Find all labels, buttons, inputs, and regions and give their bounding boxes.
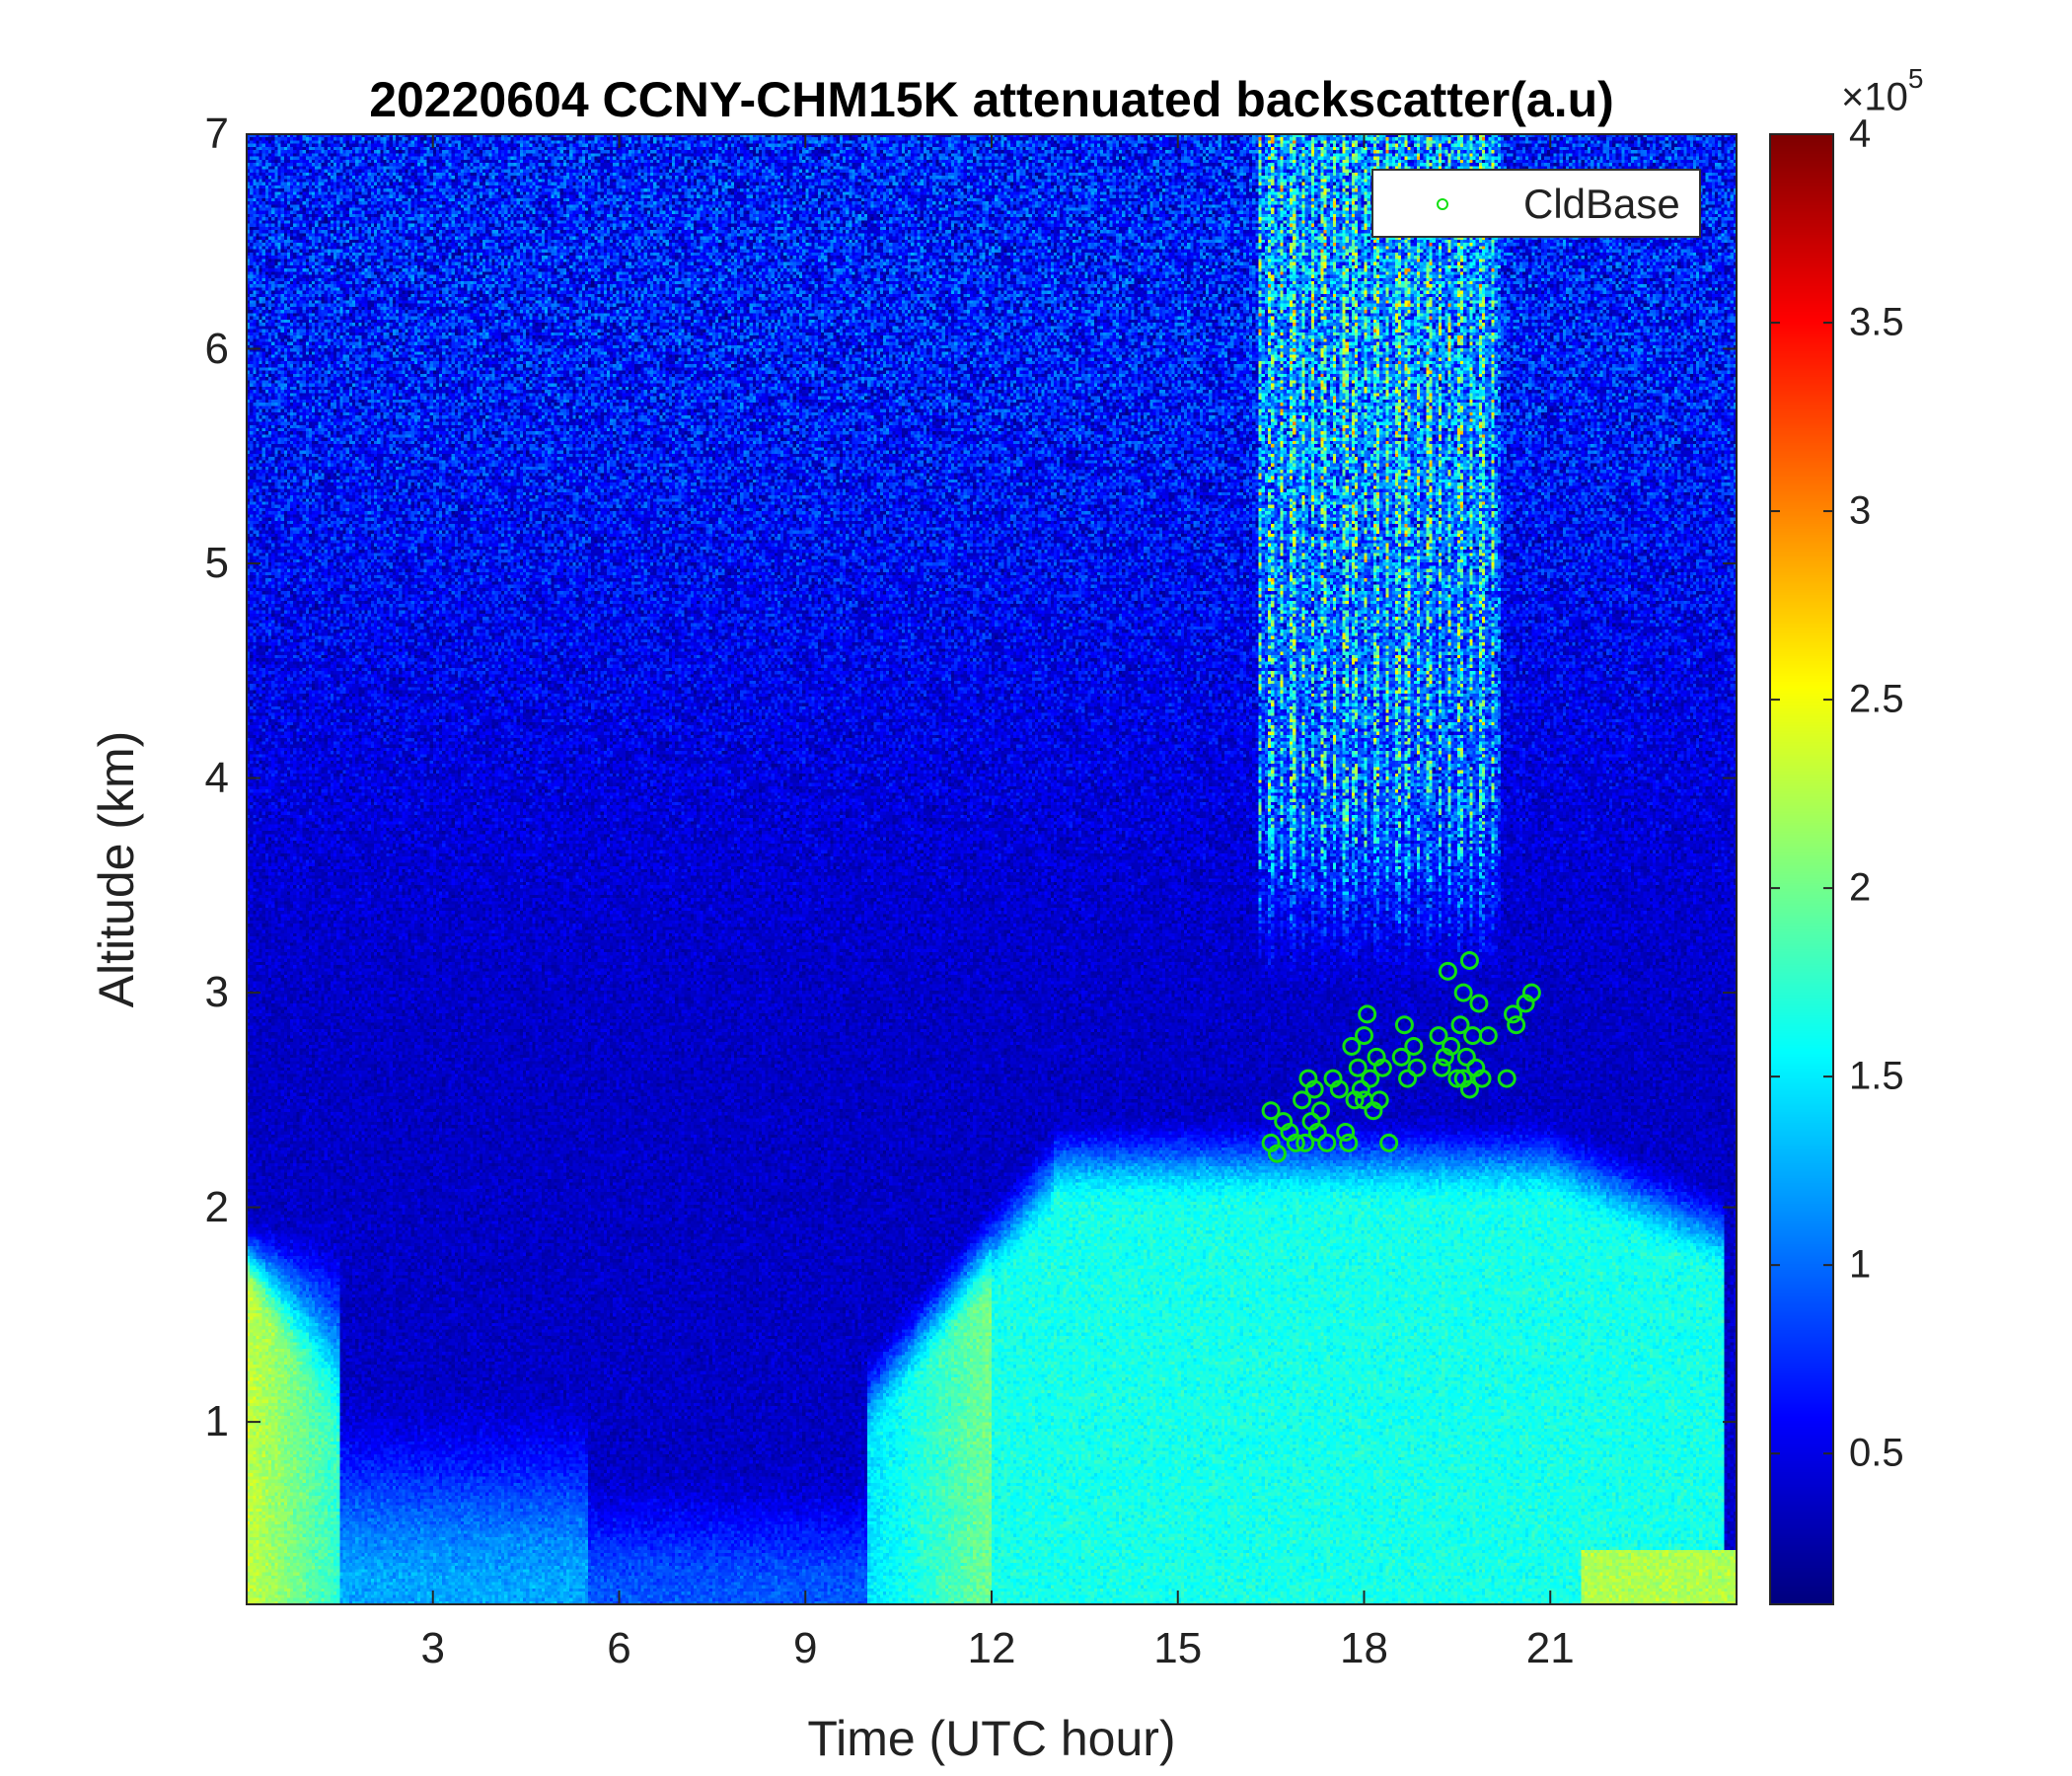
cldbase-point xyxy=(1442,1036,1461,1056)
colorbar-tick-label: 4 xyxy=(1849,111,1872,156)
x-tick-label: 12 xyxy=(967,1624,1016,1672)
colorbar xyxy=(1770,134,1833,1604)
cldbase-point xyxy=(1447,1069,1467,1088)
cldbase-point xyxy=(1267,1144,1287,1163)
x-tick-label: 21 xyxy=(1525,1624,1575,1672)
colorbar-tick-label: 2 xyxy=(1849,865,1872,910)
cldbase-point xyxy=(1521,983,1541,1002)
cldbase-point xyxy=(1361,1069,1380,1088)
colorbar-tick-label: 2.5 xyxy=(1849,677,1904,721)
cldbase-point xyxy=(1307,1122,1327,1142)
cldbase-point xyxy=(1394,1015,1414,1035)
cldbase-point xyxy=(1293,1090,1312,1110)
y-axis-label: Altitude (km) xyxy=(89,730,144,1008)
cldbase-point xyxy=(1453,983,1473,1002)
cldbase-point xyxy=(1469,994,1489,1013)
y-tick-label: 2 xyxy=(204,1182,229,1231)
cldbase-point xyxy=(1459,1079,1479,1099)
legend-marker-circle-icon xyxy=(1437,198,1448,210)
y-tick-label: 5 xyxy=(204,539,229,588)
cldbase-point xyxy=(1497,1069,1517,1088)
cldbase-point xyxy=(1472,1069,1492,1088)
plot-frame xyxy=(246,133,1738,1605)
x-tick-label: 3 xyxy=(420,1624,445,1672)
x-tick-label: 15 xyxy=(1153,1624,1203,1672)
colorbar-frame xyxy=(1769,133,1834,1605)
colorbar-tick-label: 3 xyxy=(1849,488,1872,533)
x-tick-label: 9 xyxy=(793,1624,818,1672)
backscatter-heatmap xyxy=(247,134,1737,1604)
cldbase-point xyxy=(1304,1079,1324,1099)
cldbase-point xyxy=(1310,1101,1330,1121)
cldbase-point xyxy=(1342,1036,1362,1056)
cldbase-point xyxy=(1369,1090,1389,1110)
cldbase-point xyxy=(1478,1026,1498,1046)
cldbase-point xyxy=(1404,1036,1424,1056)
colorbar-exponent: ×105 xyxy=(1841,63,1924,119)
cldbase-point xyxy=(1407,1058,1427,1077)
cldbase-point xyxy=(1438,961,1457,981)
cldbase-point xyxy=(1432,1058,1451,1077)
y-tick-label: 7 xyxy=(204,110,229,158)
y-tick-label: 1 xyxy=(204,1397,229,1446)
colorbar-tick-label: 1 xyxy=(1849,1242,1872,1287)
x-axis-label: Time (UTC hour) xyxy=(807,1711,1176,1766)
cldbase-point xyxy=(1456,1047,1476,1067)
cldbase-point xyxy=(1429,1026,1448,1046)
cldbase-point xyxy=(1463,1026,1483,1046)
y-tick-label: 6 xyxy=(204,324,229,373)
colorbar-tick-label: 3.5 xyxy=(1849,300,1904,344)
cldbase-point xyxy=(1504,1004,1522,1024)
legend: CldBase xyxy=(1371,169,1701,238)
cldbase-point xyxy=(1459,950,1479,970)
cldbase-point xyxy=(1286,1133,1305,1152)
cldbase-point xyxy=(1336,1122,1356,1142)
cldbase-point xyxy=(1317,1133,1337,1152)
cldbase-point xyxy=(1355,1026,1373,1046)
colorbar-tick-label: 0.5 xyxy=(1849,1431,1904,1475)
x-tick-label: 18 xyxy=(1340,1624,1388,1672)
cldbase-point xyxy=(1450,1015,1470,1035)
chart-title: 20220604 CCNY-CHM15K attenuated backscat… xyxy=(369,72,1614,127)
cldbase-point xyxy=(1372,1058,1392,1077)
legend-label: CldBase xyxy=(1523,181,1680,227)
cldbase-point xyxy=(1391,1047,1411,1067)
cldbase-point xyxy=(1398,1069,1418,1088)
y-tick-label: 4 xyxy=(204,753,229,802)
cldbase-point xyxy=(1261,1101,1281,1121)
cldbase-point xyxy=(1295,1133,1315,1152)
x-tick-label: 6 xyxy=(607,1624,631,1672)
cldbase-point xyxy=(1507,1015,1526,1035)
colorbar-tick-label: 1.5 xyxy=(1849,1054,1904,1098)
y-tick-label: 3 xyxy=(204,968,229,1017)
cldbase-point xyxy=(1339,1133,1359,1152)
cldbase-point xyxy=(1329,1079,1349,1099)
cldbase-point xyxy=(1348,1058,1368,1077)
cldbase-point xyxy=(1379,1133,1399,1152)
cldbase-point xyxy=(1351,1079,1370,1099)
cldbase-point xyxy=(1358,1004,1377,1024)
